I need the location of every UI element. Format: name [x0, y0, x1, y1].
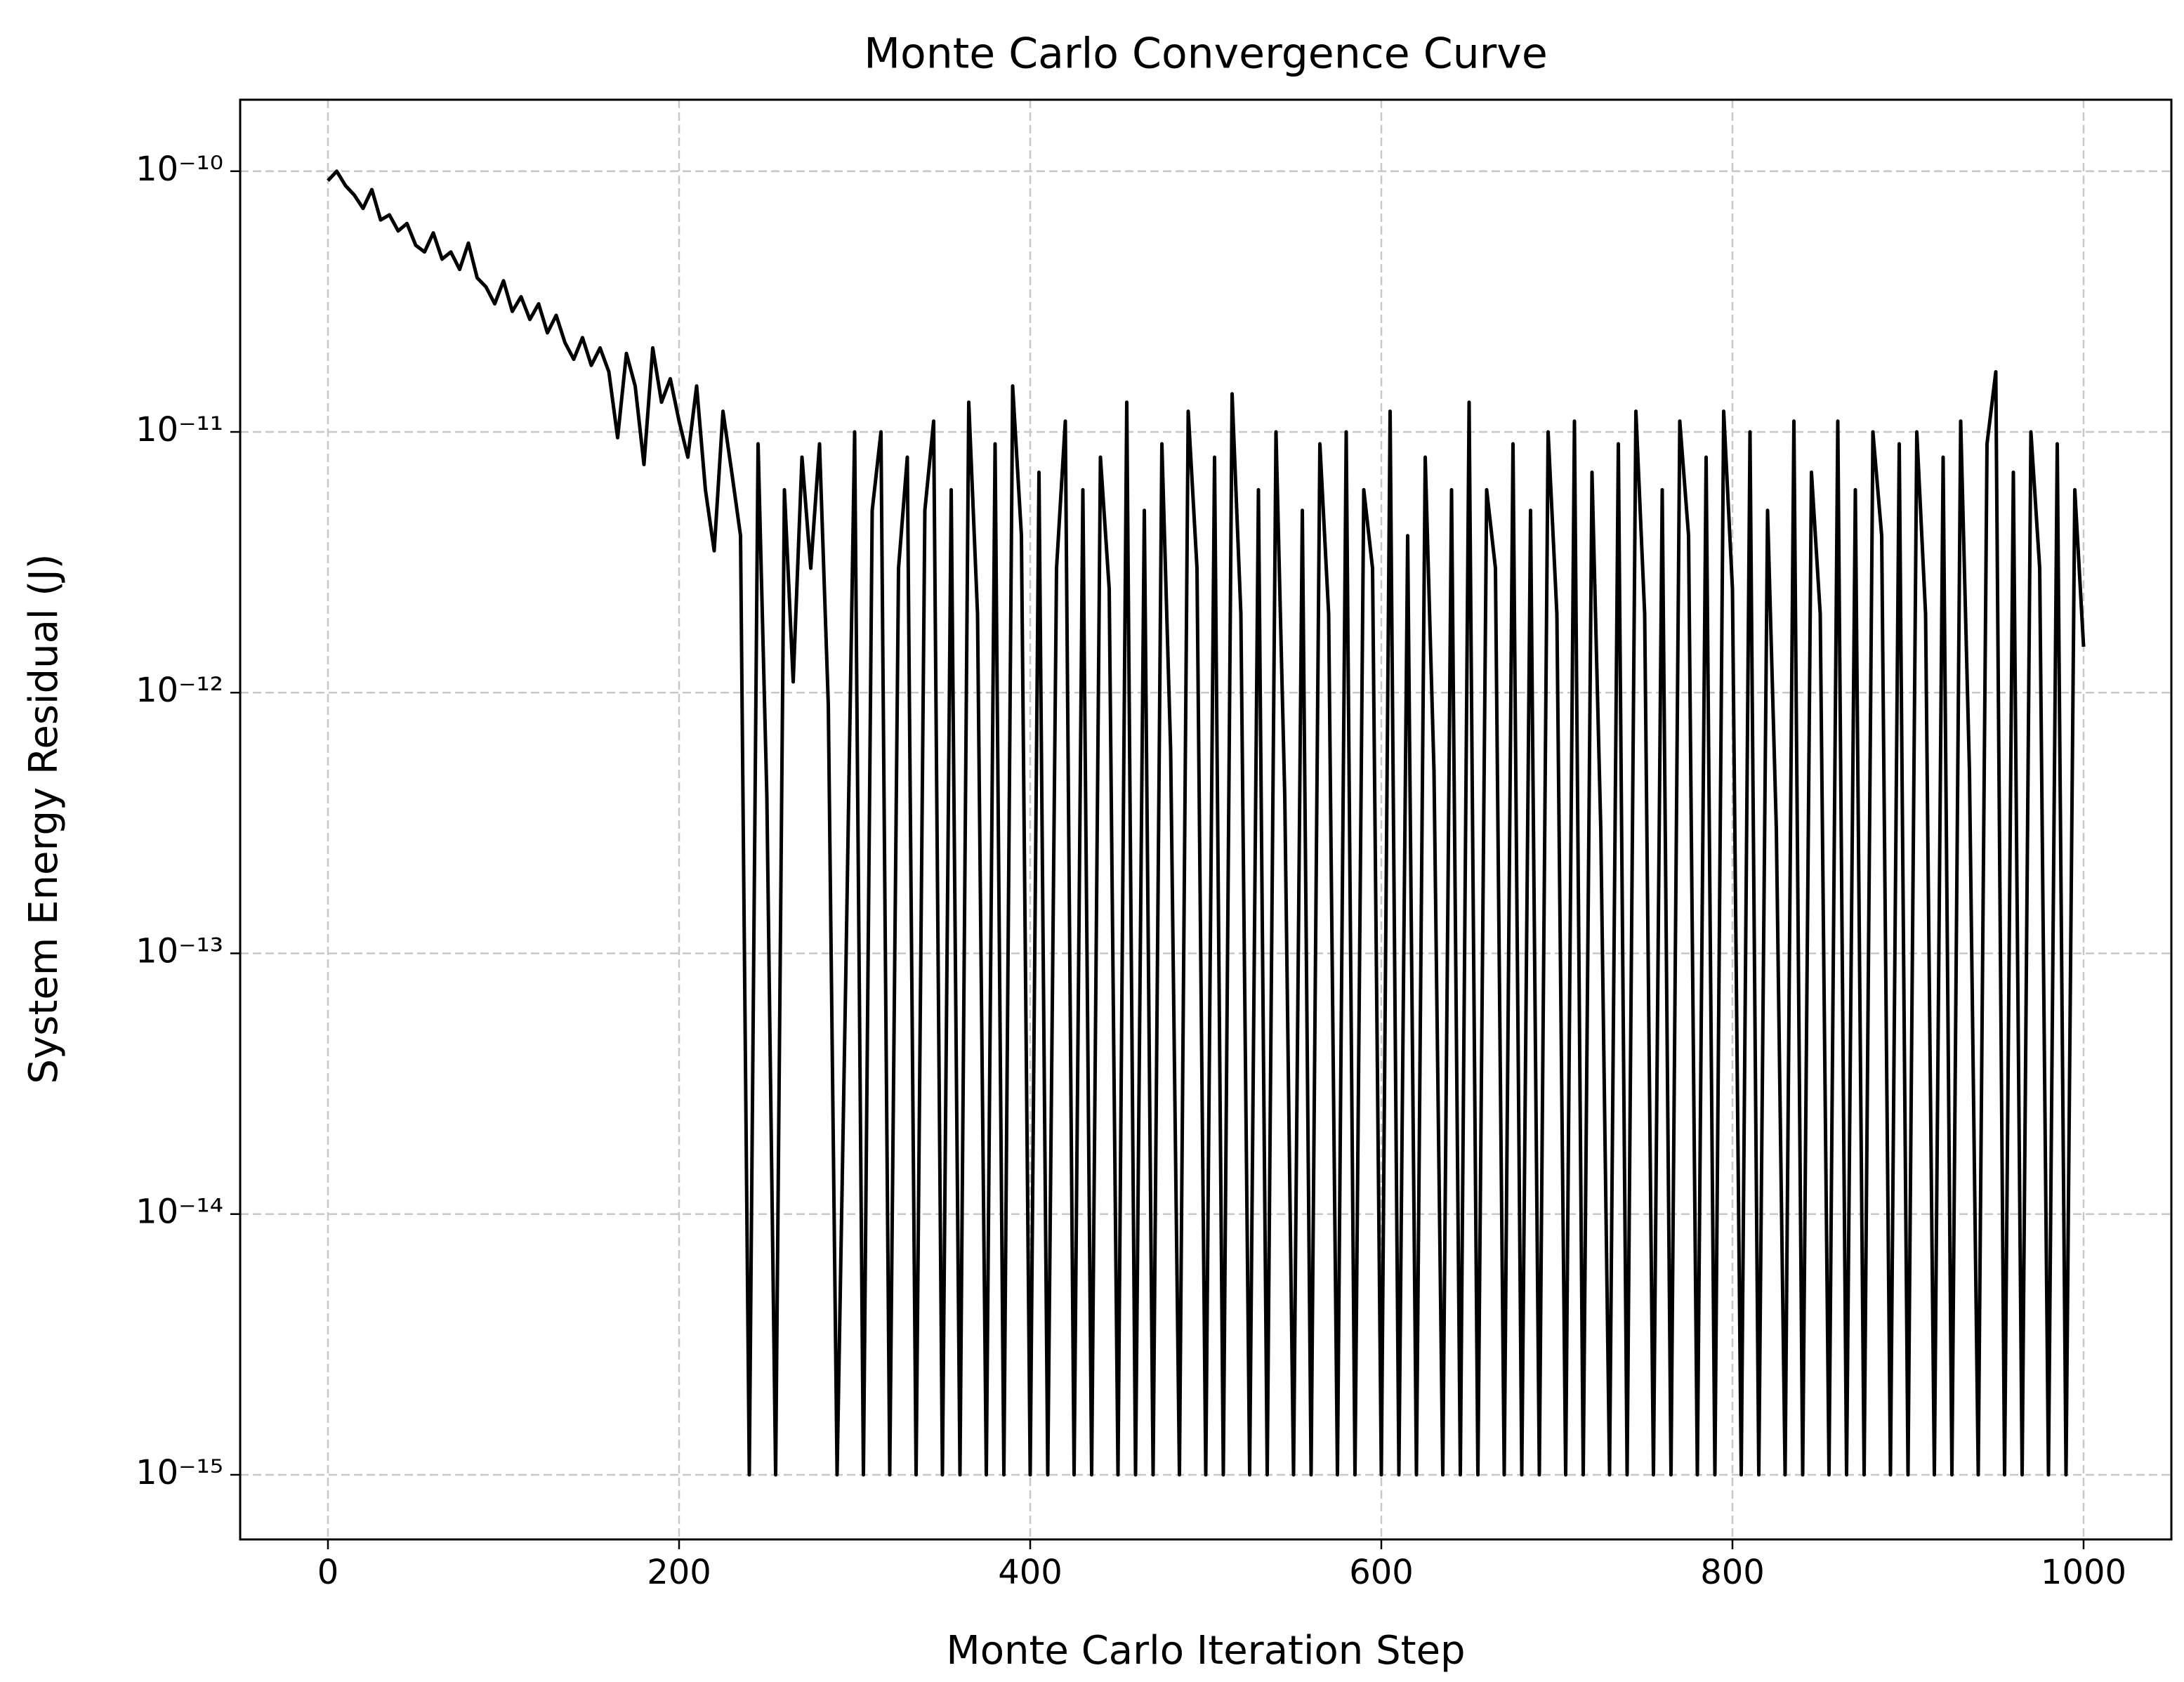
chart-title: Monte Carlo Convergence Curve: [864, 29, 1547, 79]
x-tick-label: 200: [647, 1553, 711, 1592]
x-tick-label: 0: [317, 1553, 339, 1592]
data-line: [327, 169, 2086, 1477]
y-tick-label: 10⁻¹⁵: [136, 1453, 223, 1492]
x-tick-label: 400: [998, 1553, 1063, 1592]
x-tick-label: 800: [1700, 1553, 1765, 1592]
plot-frame: [239, 98, 2173, 1541]
x-tick-label: 600: [1349, 1553, 1414, 1592]
x-axis-label: Monte Carlo Iteration Step: [946, 1628, 1465, 1674]
x-tick-label: 1000: [2041, 1553, 2126, 1592]
y-tick-label: 10⁻¹⁰: [136, 150, 223, 189]
y-axis-label: System Energy Residual (J): [21, 554, 67, 1084]
y-tick-label: 10⁻¹¹: [136, 410, 223, 449]
y-tick-label: 10⁻¹²: [136, 671, 223, 710]
y-tick-label: 10⁻¹³: [136, 931, 223, 971]
y-tick-label: 10⁻¹⁴: [136, 1192, 223, 1232]
